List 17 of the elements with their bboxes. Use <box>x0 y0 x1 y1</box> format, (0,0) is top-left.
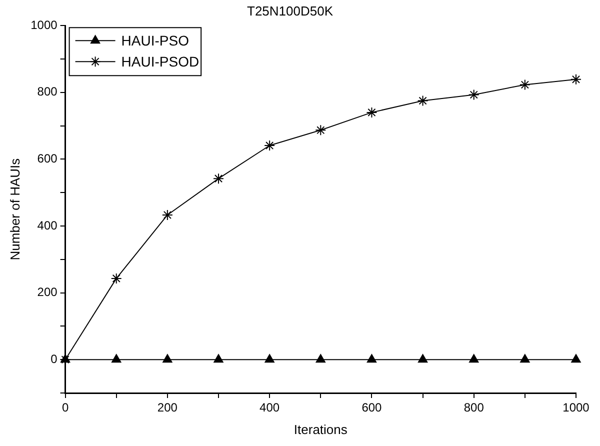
y-tick-label: 400 <box>37 218 58 232</box>
y-tick-label: 600 <box>37 152 58 166</box>
y-tick-label: 1000 <box>30 18 58 32</box>
x-tick-label: 0 <box>62 400 69 415</box>
y-tick-label: 200 <box>37 285 58 300</box>
x-tick-label: 200 <box>157 400 178 415</box>
legend-label: HAUI-PSOD <box>121 53 200 70</box>
x-tick-label: 1000 <box>562 400 590 415</box>
x-tick-label: 800 <box>464 400 484 415</box>
y-tick-label: 800 <box>37 84 58 99</box>
x-tick-label: 600 <box>362 400 382 415</box>
chart-title: T25N100D50K <box>247 3 334 18</box>
y-axis-title: Number of HAUIs <box>7 158 22 260</box>
legend-label: HAUI-PSO <box>121 32 190 48</box>
x-axis-title: Iterations <box>294 422 348 437</box>
y-tick-label: 0 <box>50 352 58 366</box>
x-tick-label: 400 <box>260 400 280 415</box>
